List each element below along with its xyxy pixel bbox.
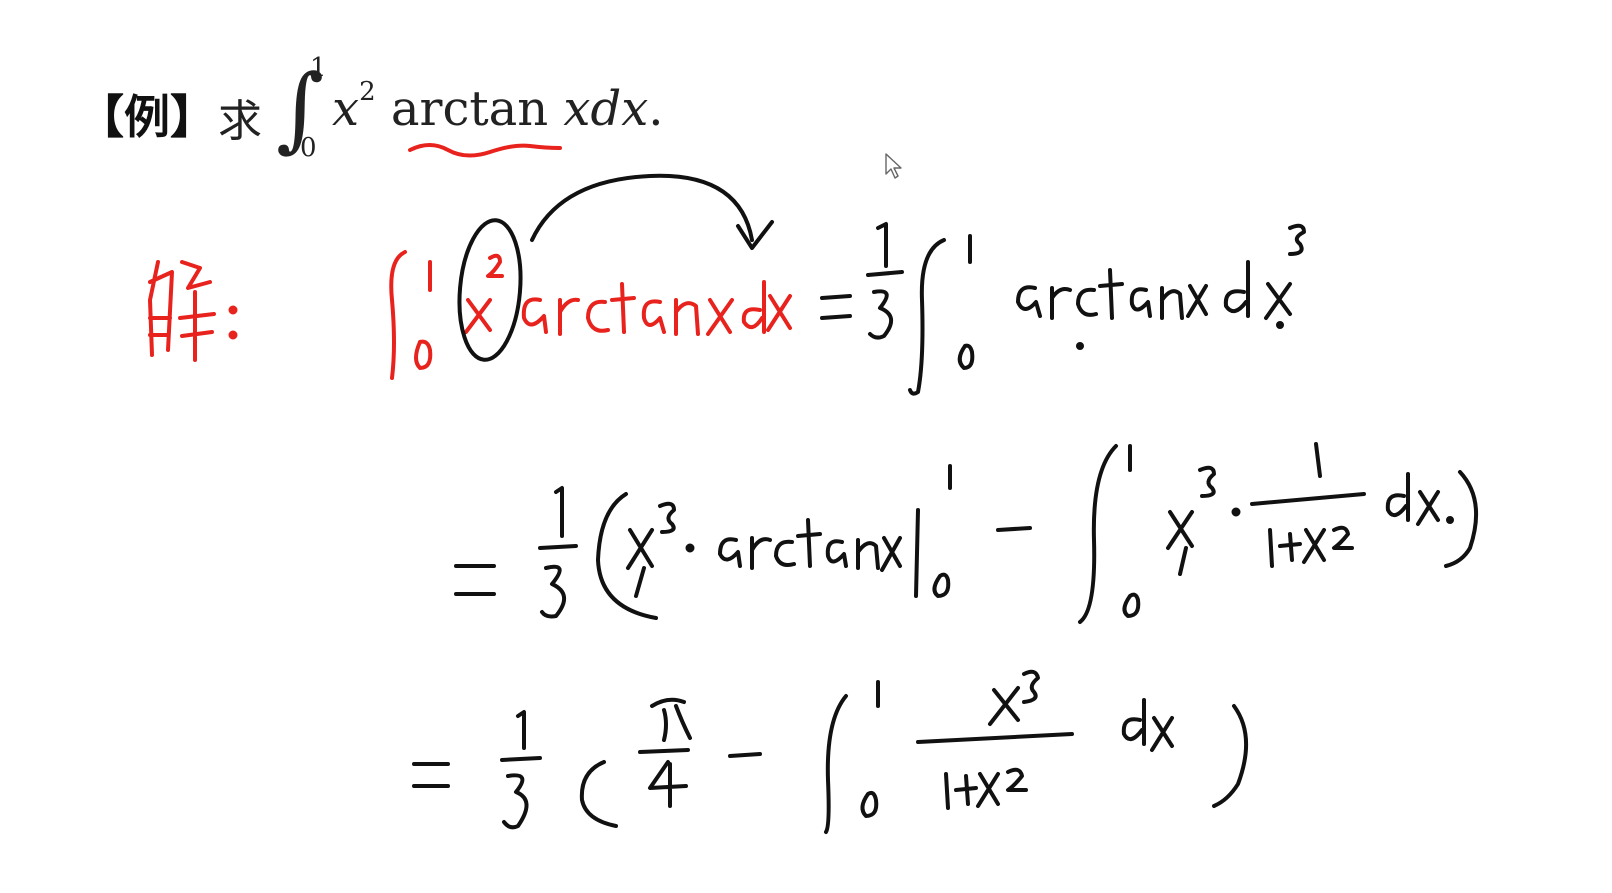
- red-underline: [408, 143, 562, 158]
- integral-sign: ∫: [276, 55, 324, 162]
- mouse-pointer-icon: [885, 153, 902, 179]
- example-tag: 【例】: [78, 90, 216, 144]
- step1-left-ink: [389, 250, 792, 380]
- solution-label: [148, 260, 238, 362]
- step2-ink: [454, 442, 1479, 624]
- upper-limit: 1: [310, 53, 327, 83]
- step1-right-ink: [820, 222, 1306, 396]
- problem-verb: 求: [218, 96, 262, 147]
- annotation-arrow: [457, 173, 774, 362]
- lower-limit: 0: [300, 133, 317, 163]
- integrand: x2 arctan xdx.: [332, 77, 664, 137]
- step3-ink: [412, 669, 1248, 834]
